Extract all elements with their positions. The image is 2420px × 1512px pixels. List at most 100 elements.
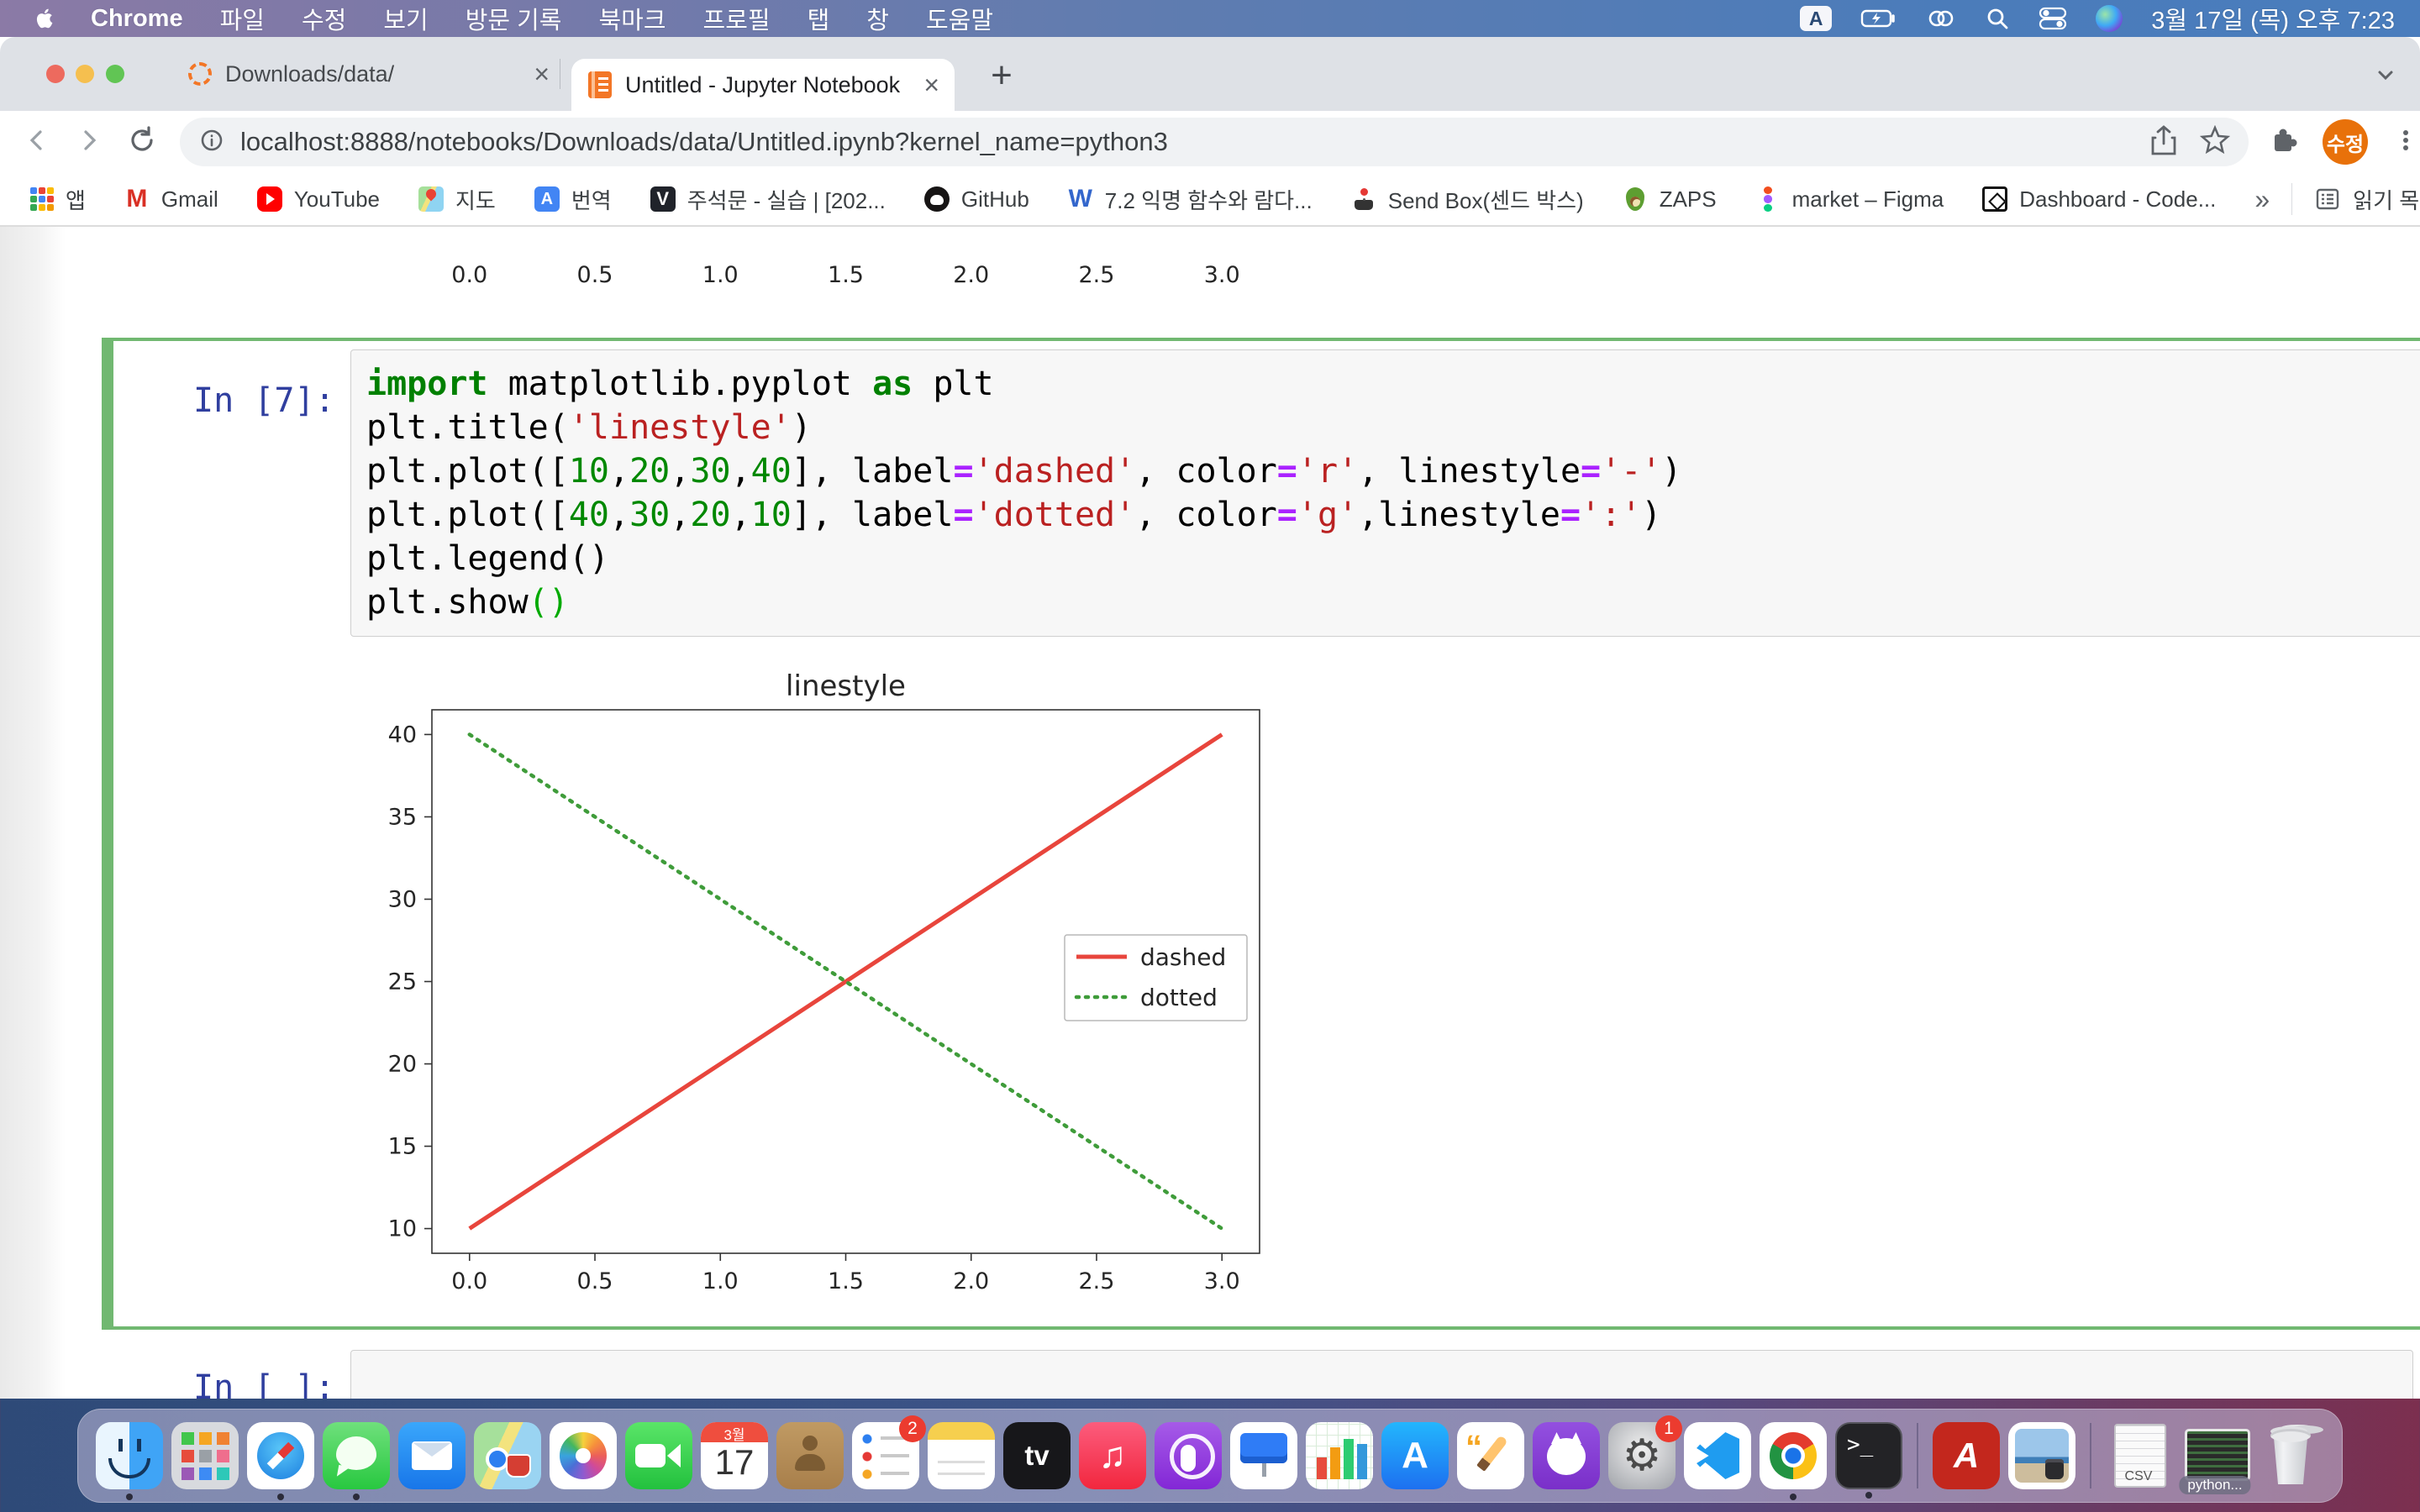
site-info-icon[interactable] <box>198 127 225 158</box>
bookmark-label: Send Box(센드 박스) <box>1387 187 1584 213</box>
menu-item[interactable]: Chrome <box>91 4 183 32</box>
dock-pages-icon[interactable] <box>1457 1422 1524 1489</box>
profile-avatar[interactable]: 수정 <box>2323 119 2368 165</box>
bookmark-item[interactable]: 지도 <box>418 184 496 215</box>
dock-trash-icon[interactable] <box>2257 1422 2324 1489</box>
bookmark-item[interactable]: GitHub <box>923 186 1029 213</box>
menu-item[interactable]: 방문 기록 <box>465 8 562 34</box>
minimize-window-button[interactable] <box>76 65 94 83</box>
reload-icon[interactable] <box>126 124 158 160</box>
bookmarks-overflow-chevron[interactable]: » <box>2254 183 2270 214</box>
dock-maps-icon[interactable] <box>474 1422 541 1489</box>
dock-terminal-icon[interactable] <box>1835 1422 1902 1499</box>
bookmark-item[interactable]: YouTube <box>256 186 380 213</box>
dock-numbers-icon[interactable] <box>1306 1422 1373 1489</box>
code-input-area[interactable] <box>350 1350 2413 1399</box>
codesandbox-icon <box>1982 186 2008 212</box>
tab-search-chevron-icon[interactable] <box>2373 62 2398 92</box>
dock-appletv-icon[interactable]: tv <box>1003 1422 1071 1489</box>
dock-calendar-icon[interactable]: 3월 17 <box>701 1422 768 1489</box>
apple-menu-icon[interactable] <box>32 6 57 31</box>
zoom-window-button[interactable] <box>106 65 124 83</box>
bookmark-item[interactable]: market – Figma <box>1755 186 1944 213</box>
bookmark-item[interactable]: A 번역 <box>534 184 612 215</box>
dock-safari-icon[interactable] <box>247 1422 314 1500</box>
bookmark-item[interactable]: Send Box(센드 박스) <box>1351 184 1584 215</box>
control-center-icon[interactable] <box>2039 6 2067 31</box>
menu-item[interactable]: 수정 <box>301 8 347 34</box>
back-icon[interactable] <box>22 125 52 160</box>
tab-close-icon[interactable]: × <box>923 69 939 100</box>
chrome-menu-icon[interactable] <box>2391 126 2420 159</box>
dock-github-icon[interactable] <box>1533 1422 1600 1489</box>
url-text[interactable]: localhost:8888/notebooks/Downloads/data/… <box>240 127 1168 156</box>
dock-icon-label: python... <box>2179 1476 2251 1494</box>
bookmark-item[interactable]: W 7.2 익명 함수와 람다... <box>1068 184 1313 215</box>
bookmark-star-icon[interactable] <box>2199 124 2231 160</box>
dock-appstore-icon[interactable] <box>1381 1422 1449 1489</box>
dock-vscode-icon[interactable] <box>1684 1422 1751 1489</box>
bookmark-item[interactable]: 앱 <box>30 184 86 215</box>
dock-keynote-icon[interactable] <box>1230 1422 1297 1489</box>
forward-icon[interactable] <box>74 125 104 160</box>
tab-close-icon[interactable]: × <box>534 58 550 89</box>
dock-music-icon[interactable] <box>1079 1422 1146 1489</box>
svg-text:1.0: 1.0 <box>702 1268 739 1294</box>
dock-facetime-icon[interactable] <box>625 1422 692 1489</box>
notification-badge: 2 <box>899 1415 926 1442</box>
tab-downloads-data[interactable]: Downloads/data/ × <box>176 37 556 111</box>
menu-item[interactable]: 보기 <box>383 8 429 34</box>
code-cell-selected[interactable]: In [7]: import matplotlib.pyplot as plt p… <box>102 338 2420 1330</box>
menu-item[interactable]: 도움말 <box>925 8 993 34</box>
tab-jupyter-notebook[interactable]: Untitled - Jupyter Notebook × <box>571 59 955 111</box>
dock-podcasts-icon[interactable] <box>1155 1422 1222 1489</box>
hotspot-link-icon[interactable] <box>1926 6 1956 31</box>
code-line: plt.title('linestyle') <box>366 408 812 447</box>
share-icon[interactable] <box>2149 124 2178 160</box>
code-input-area[interactable]: import matplotlib.pyplot as plt plt.title… <box>350 349 2420 637</box>
dock-contacts-icon[interactable] <box>776 1422 844 1489</box>
dock-messages-icon[interactable] <box>323 1422 390 1500</box>
dock-settings-icon[interactable]: 1 <box>1608 1415 1682 1489</box>
cell-prompt: In [7]: <box>193 381 335 420</box>
dock-icon-label: CSV <box>2124 1469 2153 1483</box>
menu-item[interactable]: 북마크 <box>598 8 666 34</box>
svg-text:35: 35 <box>388 804 417 830</box>
dock-launchpad-icon[interactable] <box>171 1422 239 1489</box>
bookmark-item[interactable]: ZAPS <box>1623 186 1717 213</box>
menu-item[interactable]: 창 <box>866 8 889 34</box>
bookmark-item[interactable]: V 주석문 - 실습 | [202... <box>650 184 886 215</box>
dock-python-icon[interactable]: python... <box>2179 1422 2251 1494</box>
battery-icon[interactable] <box>1860 6 1897 31</box>
menu-item[interactable]: 프로필 <box>702 8 771 34</box>
dock-chrome-icon[interactable] <box>1760 1422 1827 1500</box>
dock-photos-icon[interactable] <box>550 1422 617 1489</box>
dock-mail-icon[interactable] <box>398 1422 466 1489</box>
dock-notes-icon[interactable] <box>928 1422 995 1489</box>
menu-item[interactable]: 탭 <box>807 8 830 34</box>
menu-clock[interactable]: 3월 17일 (목) 오후 7:23 <box>2151 8 2395 34</box>
dock-reminders-icon[interactable]: 2 <box>852 1415 926 1489</box>
menu-item[interactable]: 파일 <box>219 8 265 34</box>
menu-status-area: A 3월 17일 (목) 오후 7:23 <box>1800 1 2395 36</box>
omnibox[interactable]: localhost:8888/notebooks/Downloads/data/… <box>180 118 2249 166</box>
extensions-icon[interactable] <box>2269 125 2299 160</box>
siri-icon[interactable] <box>2096 5 2123 32</box>
close-window-button[interactable] <box>46 65 65 83</box>
svg-text:15: 15 <box>388 1134 417 1160</box>
bookmark-item[interactable]: Dashboard - Code... <box>1982 186 2216 213</box>
input-source-badge[interactable]: A <box>1800 6 1833 31</box>
dock-preview-icon[interactable] <box>2008 1422 2075 1489</box>
code-line: import matplotlib.pyplot as plt <box>366 365 994 403</box>
new-tab-button[interactable]: + <box>991 55 1013 96</box>
axis-tick-label: 1.0 <box>702 262 739 288</box>
reading-list-button[interactable]: 읽기 목록 <box>2314 184 2420 215</box>
matplotlib-figure: linestyle 0.0 0.5 1.0 1.5 2.0 2.5 3.0 10 15 20 25 30… <box>361 669 1277 1309</box>
dock-csv-icon[interactable]: CSV <box>2106 1422 2173 1489</box>
bookmark-item[interactable]: M Gmail <box>124 185 218 213</box>
dock-finder-icon[interactable] <box>96 1422 163 1500</box>
chrome-window: Downloads/data/ × Untitled - Jupyter Not… <box>0 37 2420 1399</box>
axis-tick-label: 3.0 <box>1203 262 1240 288</box>
spotlight-search-icon[interactable] <box>1985 6 2010 31</box>
dock-acrobat-icon[interactable] <box>1933 1422 2000 1489</box>
